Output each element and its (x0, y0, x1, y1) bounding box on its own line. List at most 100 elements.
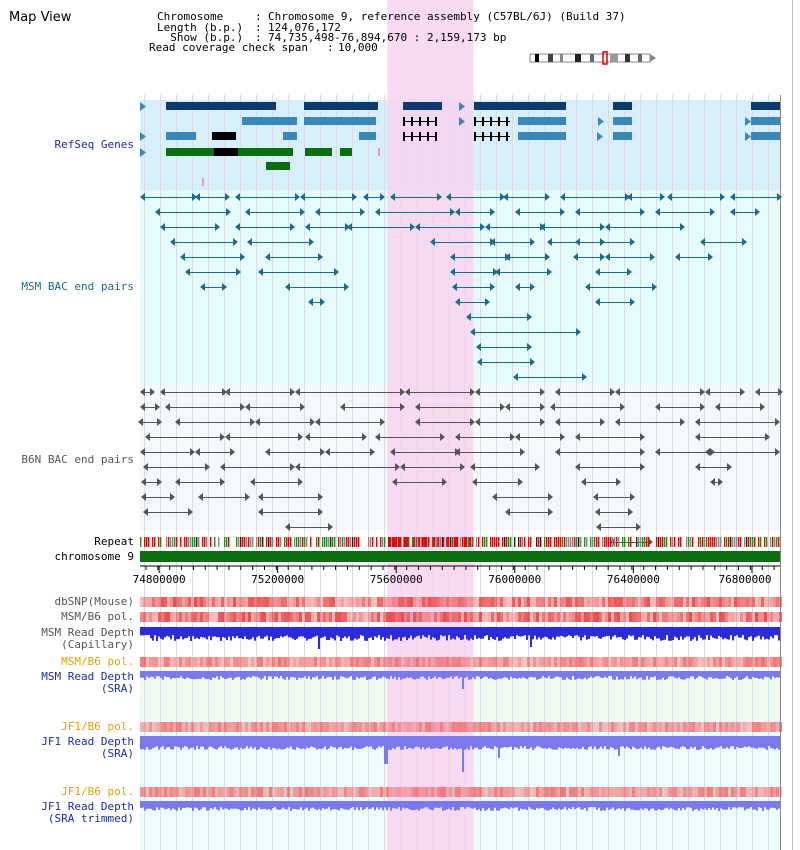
msm-depth-capillary-bar (230, 627, 232, 641)
jf1-depth-trim-bar (150, 801, 152, 809)
jf1-depth-sra-bar (444, 736, 446, 747)
jf1-b6-pol-cell (194, 722, 197, 732)
jf1-depth-trim-bar (340, 801, 342, 809)
dbsnp-cell (755, 597, 758, 607)
track-label-dbsnp[interactable]: dbSNP(Mouse) (54, 595, 134, 608)
msm-bac-pair-end (225, 193, 230, 201)
jf1-b6-pol-cell (314, 722, 317, 732)
track-label-b6n-bac[interactable]: B6N BAC end pairs (21, 453, 134, 466)
jf1-depth-trim-bar (440, 801, 442, 808)
jf1-b6-pol-cell (641, 722, 644, 732)
msm-depth-capillary-bar (172, 627, 174, 636)
jf1-depth-sra-bar (276, 736, 278, 750)
jf1-depth-sra-bar (364, 736, 366, 748)
msm-b6-pol-sra-cell (575, 657, 578, 667)
repeat-mark (572, 537, 574, 547)
jf1-depth-trim-bar (432, 801, 434, 811)
dbsnp-cell (392, 597, 395, 607)
msm-depth-capillary-bar (518, 627, 520, 637)
jf1-depth-trim-bar (378, 801, 380, 810)
jf1-depth-sra-bar (514, 736, 516, 748)
msm-b6-pol-sra-cell (182, 657, 185, 667)
track-label-jf1-b6-pol-2[interactable]: JF1/B6 pol. (61, 785, 134, 798)
track-label-msm-bac[interactable]: MSM BAC end pairs (21, 280, 134, 293)
track-label-msm-b6-pol-1[interactable]: MSM/B6 pol. (61, 610, 134, 623)
jf1-depth-trim-bar (566, 801, 568, 810)
msm-depth-sra-bar (578, 671, 580, 679)
jf1-depth-trim-bar (184, 801, 186, 809)
msm-depth-capillary-bar (614, 627, 616, 636)
dbsnp-cell (380, 597, 383, 607)
track-label-jf1-b6-pol-1[interactable]: JF1/B6 pol. (61, 720, 134, 733)
jf1-depth-trim-bar (736, 801, 738, 809)
b6n-bac-pair-end (555, 418, 560, 426)
ideogram-band (625, 54, 630, 62)
jf1-b6-pol-cell (392, 722, 395, 732)
jf1-depth-trim-bar (164, 801, 166, 810)
msm-depth-capillary-bar (390, 627, 392, 636)
jf1-depth-trim-bar (586, 801, 588, 811)
b6n-bac-pair-end (455, 448, 460, 456)
msm-b6-pol-sra-cell (596, 657, 599, 667)
b6n-bac-pair-end (141, 493, 146, 501)
jf1-b6-pol-trim-cell (431, 787, 434, 797)
msm-depth-sra-bar (464, 671, 466, 678)
jf1-b6-pol-trim-cell (287, 787, 290, 797)
msm-depth-capillary-bar (428, 627, 430, 636)
msm-b6-pol-sra-cell (329, 657, 332, 667)
b6n-bac-pair-end (616, 478, 621, 486)
track-label-msm-depth-cap[interactable]: MSM Read Depth (Capillary) (41, 626, 134, 651)
b6n-bac-pair-end (655, 448, 660, 456)
b6n-bac-pair-end (550, 403, 555, 411)
msm-depth-capillary-bar (404, 627, 406, 637)
jf1-depth-sra-bar (524, 736, 526, 747)
msm-depth-sra-bar (346, 671, 348, 679)
msm-b6-pol-cell (692, 612, 695, 622)
msm-depth-sra-bar (760, 671, 762, 679)
msm-depth-sra-bar (470, 671, 472, 680)
jf1-b6-pol-trim-cell (575, 787, 578, 797)
jf1-depth-sra-bar (610, 736, 612, 748)
msm-depth-capillary-bar (602, 627, 604, 638)
jf1-b6-pol-cell (644, 722, 647, 732)
jf1-b6-pol-trim-cell (563, 787, 566, 797)
msm-b6-pol-cell (167, 612, 170, 622)
dbsnp-cell (650, 597, 653, 607)
msm-b6-pol-cell (509, 612, 512, 622)
jf1-depth-trim-bar (218, 801, 220, 811)
dbsnp-cell (416, 597, 419, 607)
track-label-msm-depth-sra[interactable]: MSM Read Depth (SRA) (41, 670, 134, 695)
track-label-jf1-depth-trim[interactable]: JF1 Read Depth (SRA trimmed) (41, 800, 134, 825)
track-label-jf1-depth-sra[interactable]: JF1 Read Depth (SRA) (41, 735, 134, 760)
msm-depth-sra-bar (588, 671, 590, 678)
jf1-depth-trim-bar (438, 801, 440, 808)
b6n-bac-pair-end (560, 433, 565, 441)
msm-depth-capillary-bar (600, 627, 602, 639)
msm-depth-capillary-bar (158, 627, 160, 637)
msm-depth-capillary-bar (574, 627, 576, 636)
msm-bac-pair-end (334, 268, 339, 276)
msm-depth-capillary-bar (374, 627, 376, 637)
msm-depth-sra-bar (532, 671, 534, 678)
b6n-bac-pair-end (145, 433, 150, 441)
msm-b6-pol-sra-cell (434, 657, 437, 667)
msm-b6-pol-cell (164, 612, 167, 622)
jf1-depth-sra-bar (356, 736, 358, 749)
msm-depth-sra-bar (554, 671, 556, 678)
jf1-depth-sra-bar (244, 736, 246, 749)
track-label-msm-b6-pol-2[interactable]: MSM/B6 pol. (61, 655, 134, 668)
msm-b6-pol-cell (194, 612, 197, 622)
repeat-mark (403, 537, 405, 547)
refseq-marker (378, 148, 380, 156)
b6n-bac-pair-end (520, 448, 525, 456)
msm-depth-capillary-bar (568, 627, 570, 636)
b6n-bac-pair-end (198, 493, 203, 501)
repeat-mark (586, 537, 588, 547)
msm-depth-sra-bar (534, 671, 536, 678)
track-label-refseq[interactable]: RefSeq Genes (54, 138, 134, 151)
jf1-depth-trim-bar (242, 801, 244, 811)
msm-depth-capillary-bar (584, 627, 586, 636)
repeat-mark (154, 537, 156, 547)
msm-depth-sra-bar (452, 671, 454, 679)
